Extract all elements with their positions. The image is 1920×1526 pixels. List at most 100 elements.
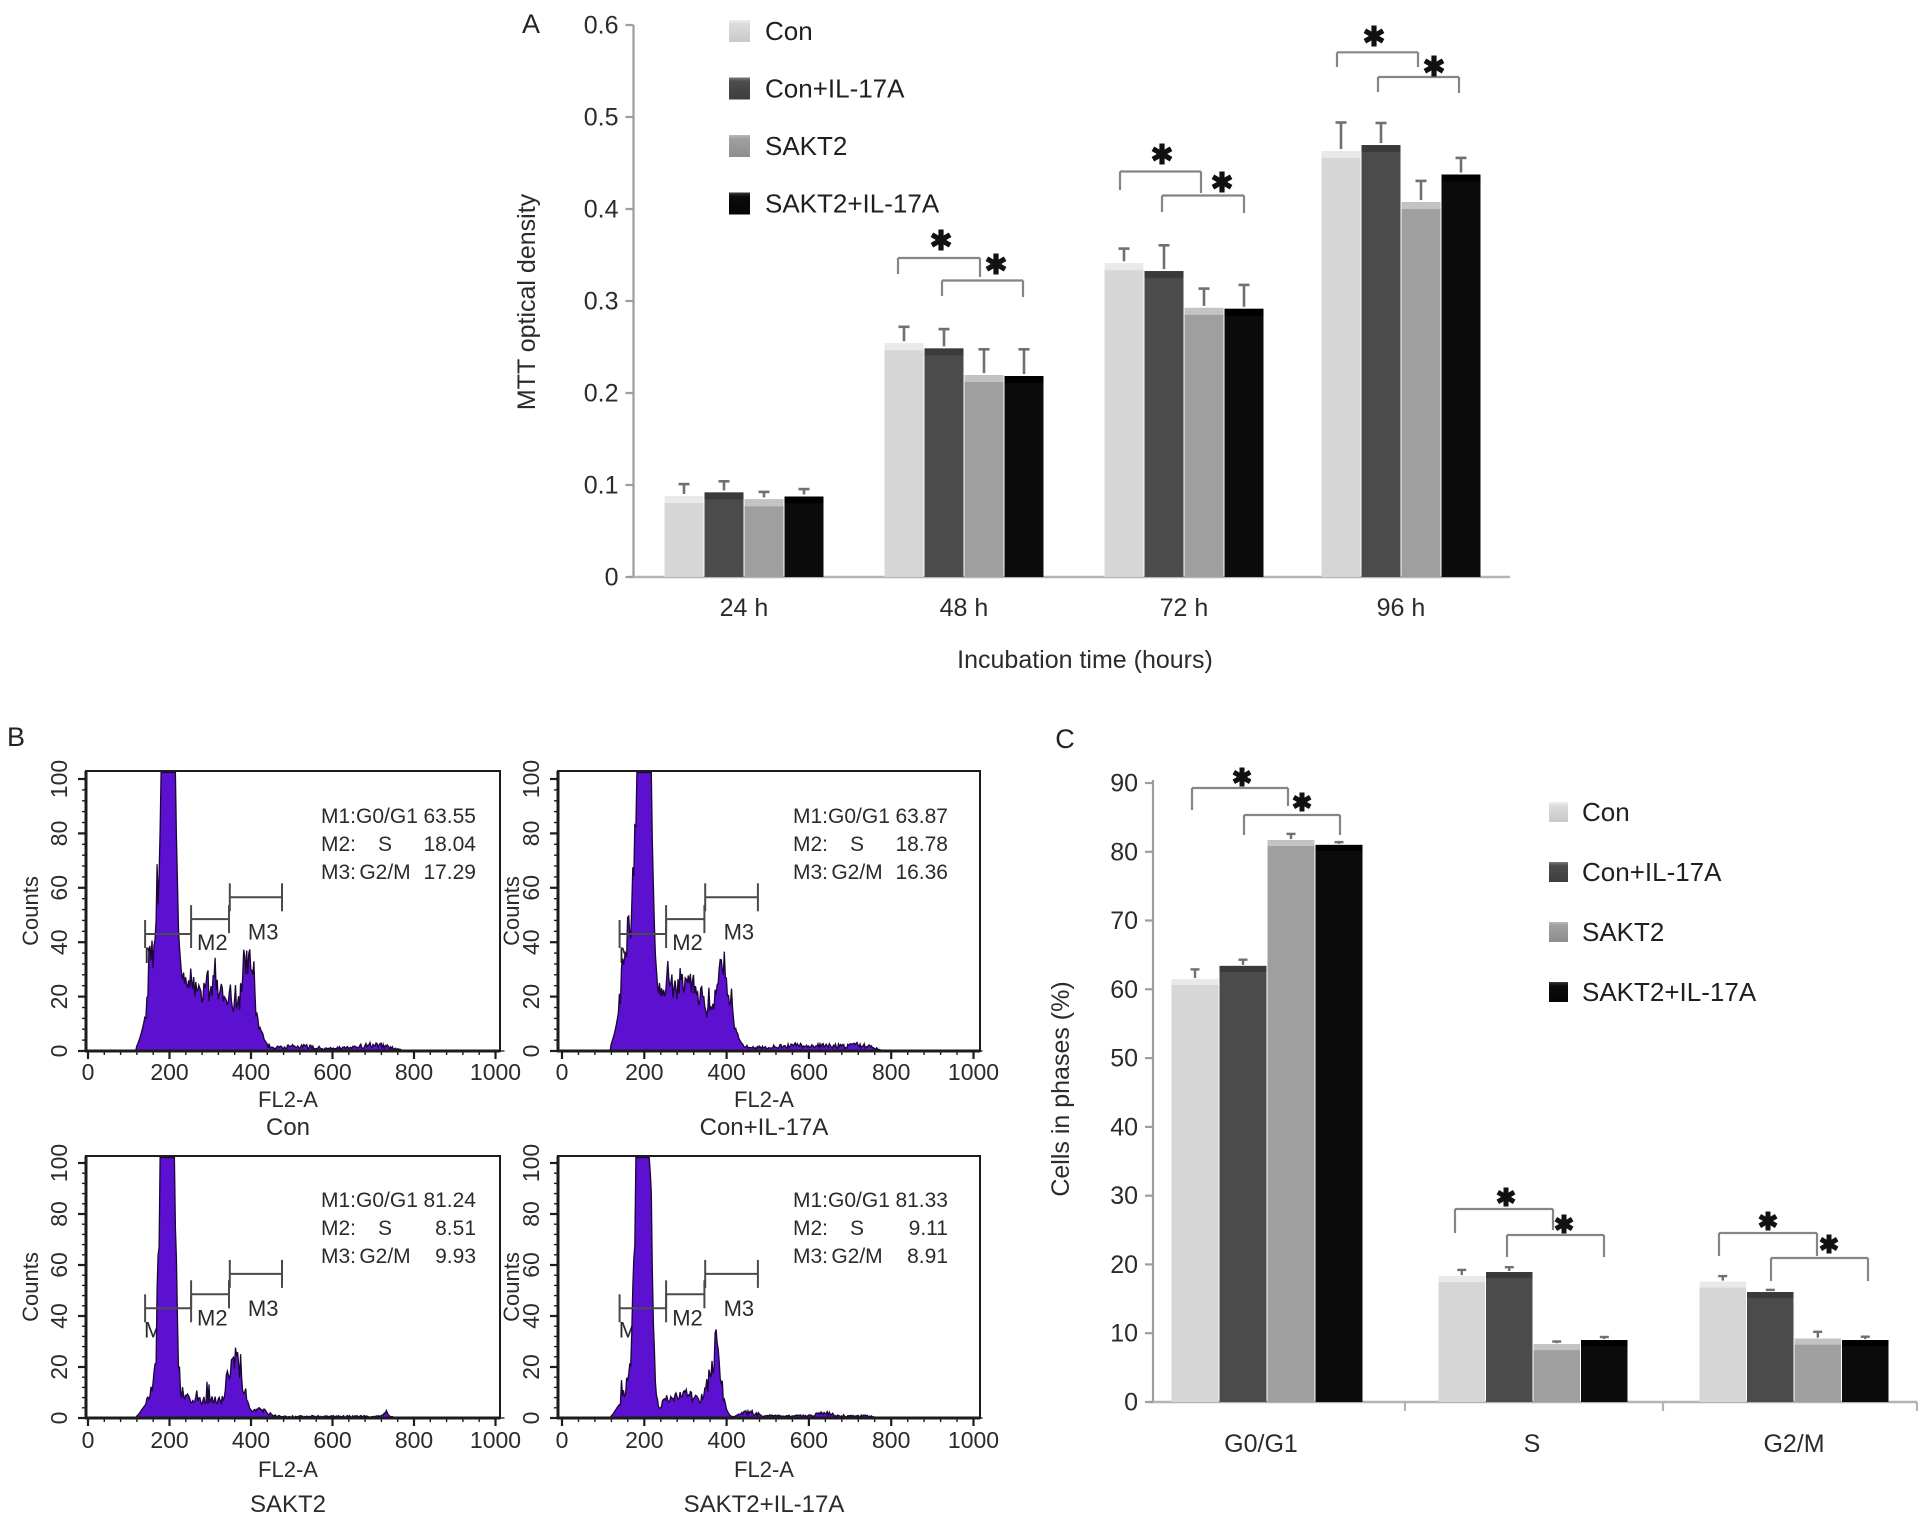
svg-text:M1:G0/G1: M1:G0/G1 xyxy=(793,1189,890,1212)
svg-text:M2:: M2: xyxy=(793,1217,828,1240)
svg-text:600: 600 xyxy=(790,1059,828,1085)
svg-text:20: 20 xyxy=(46,984,72,1010)
svg-text:S: S xyxy=(1524,1430,1541,1458)
svg-text:17.29: 17.29 xyxy=(423,861,476,884)
svg-text:Con+IL-17A: Con+IL-17A xyxy=(1582,857,1722,887)
svg-text:SAKT2: SAKT2 xyxy=(250,1491,326,1518)
svg-text:0: 0 xyxy=(1124,1389,1138,1417)
svg-text:80: 80 xyxy=(46,821,72,847)
svg-text:400: 400 xyxy=(232,1059,270,1085)
svg-text:M3:: M3: xyxy=(321,1245,356,1268)
svg-text:SAKT2+IL-17A: SAKT2+IL-17A xyxy=(765,189,940,219)
svg-text:600: 600 xyxy=(790,1427,828,1453)
svg-text:M3:: M3: xyxy=(793,861,828,884)
svg-text:M2: M2 xyxy=(197,1305,228,1330)
svg-text:SAKT2+IL-17A: SAKT2+IL-17A xyxy=(684,1491,845,1518)
svg-text:50: 50 xyxy=(1110,1045,1138,1073)
svg-text:100: 100 xyxy=(46,1144,72,1182)
svg-text:G0/G1: G0/G1 xyxy=(1224,1430,1298,1458)
svg-text:70: 70 xyxy=(1110,907,1138,935)
svg-text:100: 100 xyxy=(46,760,72,798)
svg-text:0: 0 xyxy=(518,1045,544,1058)
svg-text:400: 400 xyxy=(707,1059,745,1085)
svg-text:800: 800 xyxy=(872,1427,910,1453)
svg-text:Incubation time (hours): Incubation time (hours) xyxy=(957,646,1213,674)
svg-text:SAKT2: SAKT2 xyxy=(1582,917,1664,947)
svg-text:Counts: Counts xyxy=(499,876,524,946)
svg-text:S: S xyxy=(850,833,864,856)
svg-text:0: 0 xyxy=(556,1059,569,1085)
svg-text:96 h: 96 h xyxy=(1377,594,1426,622)
svg-text:M1:G0/G1: M1:G0/G1 xyxy=(321,1189,418,1212)
svg-text:G2/M: G2/M xyxy=(359,1245,410,1268)
svg-text:90: 90 xyxy=(1110,770,1138,798)
svg-text:200: 200 xyxy=(150,1427,188,1453)
svg-text:1000: 1000 xyxy=(948,1059,999,1085)
svg-text:Con+IL-17A: Con+IL-17A xyxy=(765,74,905,104)
svg-text:80: 80 xyxy=(518,821,544,847)
svg-text:M2:: M2: xyxy=(793,833,828,856)
svg-text:400: 400 xyxy=(232,1427,270,1453)
svg-text:FL2-A: FL2-A xyxy=(734,1087,794,1112)
svg-text:40: 40 xyxy=(518,1303,544,1329)
svg-text:81.33: 81.33 xyxy=(895,1189,948,1212)
svg-text:0.6: 0.6 xyxy=(584,12,619,40)
svg-text:20: 20 xyxy=(518,1354,544,1380)
svg-text:C: C xyxy=(1055,724,1075,754)
svg-text:9.11: 9.11 xyxy=(909,1217,948,1240)
svg-text:30: 30 xyxy=(1110,1182,1138,1210)
svg-text:40: 40 xyxy=(46,1303,72,1329)
svg-text:M1:G0/G1: M1:G0/G1 xyxy=(793,805,890,828)
svg-text:FL2-A: FL2-A xyxy=(258,1087,318,1112)
svg-text:63.55: 63.55 xyxy=(423,805,476,828)
svg-text:18.78: 18.78 xyxy=(895,833,948,856)
svg-text:FL2-A: FL2-A xyxy=(734,1457,794,1482)
svg-text:Con: Con xyxy=(1582,797,1630,827)
svg-text:100: 100 xyxy=(518,1144,544,1182)
svg-text:M2: M2 xyxy=(672,1305,703,1330)
svg-text:600: 600 xyxy=(313,1059,351,1085)
svg-text:0.4: 0.4 xyxy=(584,196,619,224)
svg-text:80: 80 xyxy=(1110,838,1138,866)
svg-text:0.2: 0.2 xyxy=(584,380,619,408)
svg-text:100: 100 xyxy=(518,760,544,798)
svg-text:G2/M: G2/M xyxy=(831,861,882,884)
svg-text:M3: M3 xyxy=(248,1296,279,1321)
svg-text:80: 80 xyxy=(46,1201,72,1227)
svg-text:1000: 1000 xyxy=(470,1427,521,1453)
svg-text:0.1: 0.1 xyxy=(584,472,619,500)
svg-text:81.24: 81.24 xyxy=(423,1189,476,1212)
svg-text:0: 0 xyxy=(518,1412,544,1425)
svg-text:A: A xyxy=(522,9,540,39)
svg-text:FL2-A: FL2-A xyxy=(258,1457,318,1482)
svg-text:60: 60 xyxy=(46,1252,72,1278)
svg-text:1000: 1000 xyxy=(948,1427,999,1453)
svg-text:0: 0 xyxy=(82,1427,95,1453)
svg-text:20: 20 xyxy=(46,1354,72,1380)
svg-text:200: 200 xyxy=(625,1059,663,1085)
svg-text:0: 0 xyxy=(46,1045,72,1058)
svg-text:M1:G0/G1: M1:G0/G1 xyxy=(321,805,418,828)
svg-text:G2/M: G2/M xyxy=(1763,1430,1824,1458)
svg-text:9.93: 9.93 xyxy=(435,1245,476,1268)
svg-text:0: 0 xyxy=(82,1059,95,1085)
svg-text:S: S xyxy=(378,1217,392,1240)
svg-text:1000: 1000 xyxy=(470,1059,521,1085)
svg-text:MTT optical density: MTT optical density xyxy=(513,193,541,410)
svg-text:0: 0 xyxy=(605,564,619,592)
svg-text:Cells in phases (%): Cells in phases (%) xyxy=(1047,981,1075,1196)
svg-text:60: 60 xyxy=(46,875,72,901)
svg-text:40: 40 xyxy=(46,929,72,955)
svg-text:600: 600 xyxy=(313,1427,351,1453)
svg-text:20: 20 xyxy=(1110,1251,1138,1279)
svg-text:8.51: 8.51 xyxy=(435,1217,476,1240)
svg-text:8.91: 8.91 xyxy=(907,1245,948,1268)
svg-text:800: 800 xyxy=(872,1059,910,1085)
svg-text:M2: M2 xyxy=(672,930,703,955)
svg-text:M3: M3 xyxy=(724,919,755,944)
svg-text:M3: M3 xyxy=(248,919,279,944)
svg-text:10: 10 xyxy=(1110,1320,1138,1348)
svg-text:0: 0 xyxy=(556,1427,569,1453)
svg-text:B: B xyxy=(7,722,25,752)
svg-text:M3:: M3: xyxy=(321,861,356,884)
